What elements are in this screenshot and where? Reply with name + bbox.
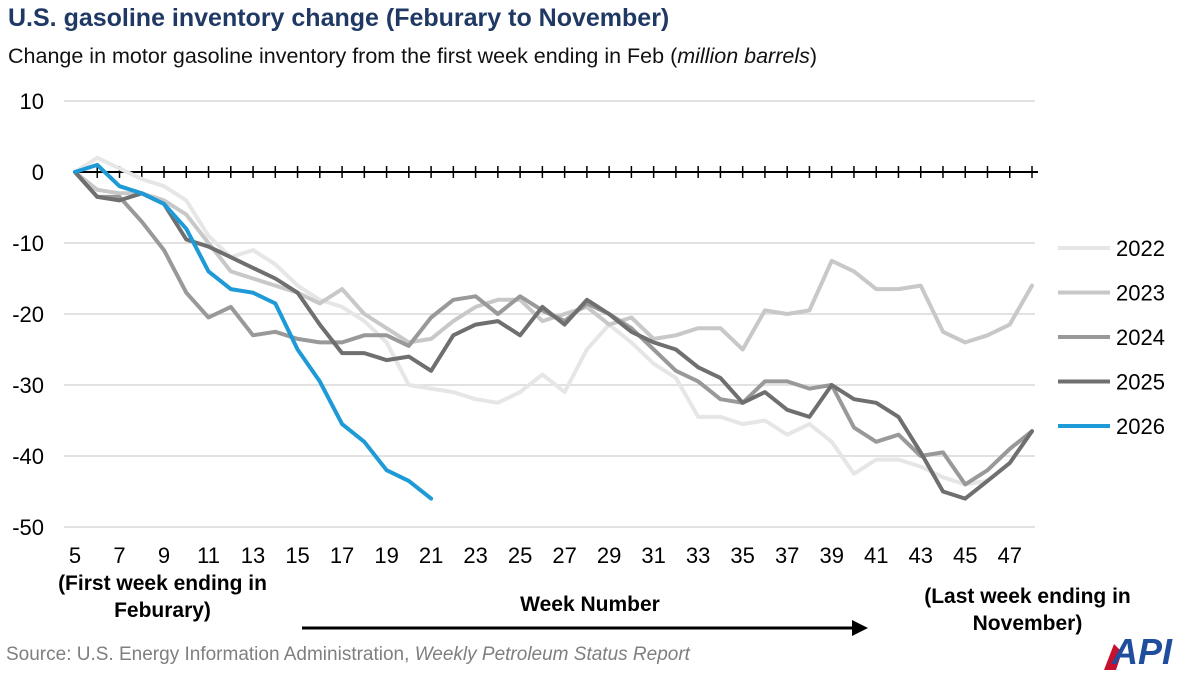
y-tick-label: -20 xyxy=(12,302,44,327)
x-tick-label: 35 xyxy=(730,543,754,568)
legend-label-2022: 2022 xyxy=(1116,236,1165,261)
y-tick-label: -10 xyxy=(12,231,44,256)
x-tick-label: 37 xyxy=(775,543,799,568)
legend: 2022 2023 2024 2025 2026 xyxy=(1058,236,1165,439)
x-tick-label: 31 xyxy=(641,543,665,568)
y-tick-label: 10 xyxy=(20,89,44,114)
chart-title: U.S. gasoline inventory change (Feburary… xyxy=(8,4,670,32)
x-tick-label: 43 xyxy=(908,543,932,568)
legend-label-2023: 2023 xyxy=(1116,281,1165,306)
y-tick-label: -30 xyxy=(12,373,44,398)
x-tick-label: 27 xyxy=(552,543,576,568)
x-tick-label: 19 xyxy=(374,543,398,568)
y-tick-label: -40 xyxy=(12,444,44,469)
api-logo-stripe xyxy=(1104,644,1122,670)
x-tick-label: 33 xyxy=(686,543,710,568)
x-tick-label: 13 xyxy=(241,543,265,568)
gridlines xyxy=(64,100,1035,528)
legend-label-2024: 2024 xyxy=(1116,325,1165,350)
x-tick-label: 25 xyxy=(508,543,532,568)
y-tick-label: 0 xyxy=(32,160,44,185)
x-tick-label: 7 xyxy=(113,543,125,568)
source-note: Source: U.S. Energy Information Administ… xyxy=(6,644,690,666)
x-tick-label: 23 xyxy=(463,543,487,568)
series-lines xyxy=(73,155,1034,501)
last-week-note: (Last week ending in November) xyxy=(924,585,1131,635)
legend-label-2026: 2026 xyxy=(1116,414,1165,439)
series-line-2026 xyxy=(73,162,434,501)
x-tick-label: 45 xyxy=(953,543,977,568)
x-tick-label: 39 xyxy=(819,543,843,568)
x-tick-label: 15 xyxy=(285,543,309,568)
week-number-arrow xyxy=(302,620,868,636)
x-tick-label: 21 xyxy=(419,543,443,568)
y-axis-tick-labels: 10 0 -10 -20 -30 -40 -50 xyxy=(12,89,44,540)
y-tick-label: -50 xyxy=(12,515,44,540)
legend-label-2025: 2025 xyxy=(1116,370,1165,395)
x-tick-label: 29 xyxy=(597,543,621,568)
series-line-2023 xyxy=(73,170,1034,352)
x-tick-label: 11 xyxy=(197,543,220,568)
x-tick-label: 17 xyxy=(330,543,354,568)
subtitle-unit: million barrels xyxy=(677,44,810,68)
x-tick-label: 47 xyxy=(998,543,1022,568)
api-logo-text: API xyxy=(1111,631,1173,672)
chart-subtitle: Change in motor gasoline inventory from … xyxy=(8,44,817,69)
source-prefix: Source: U.S. Energy Information Administ… xyxy=(6,644,415,665)
api-logo: API xyxy=(1104,631,1173,672)
series-line-2025 xyxy=(73,170,1034,501)
first-week-note: (First week ending in Feburary) xyxy=(58,572,267,622)
x-tick-label: 41 xyxy=(864,543,888,568)
subtitle-end: ) xyxy=(809,44,818,68)
x-axis xyxy=(75,166,1038,178)
x-tick-label: 9 xyxy=(158,543,170,568)
x-axis-tick-labels: 5 7 9 11 13 15 17 19 21 23 25 27 29 31 33 35 37 39 41 43 45 4… xyxy=(69,543,1022,568)
source-report: Weekly Petroleum Status Report xyxy=(414,644,690,665)
series-line-2024 xyxy=(73,170,1034,487)
week-number-label: Week Number xyxy=(520,593,660,616)
x-tick-label: 5 xyxy=(69,543,81,568)
subtitle-main: Change in motor gasoline inventory from … xyxy=(8,44,678,68)
